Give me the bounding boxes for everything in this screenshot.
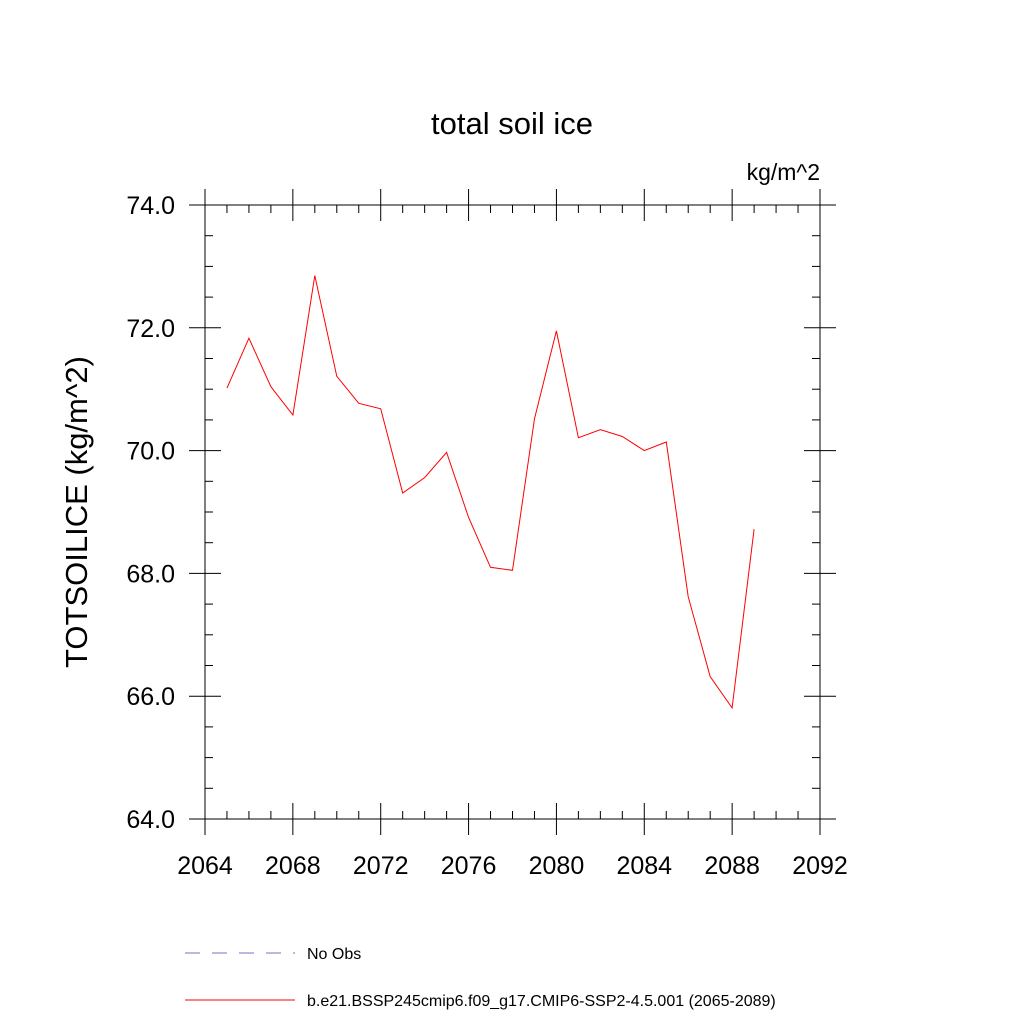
- chart-title: total soil ice: [431, 106, 593, 141]
- x-tick-label: 2080: [529, 852, 585, 880]
- plot-frame: [204, 204, 821, 820]
- y-axis-label: TOTSOILICE (kg/m^2): [59, 356, 94, 668]
- x-tick-label: 2072: [353, 852, 409, 880]
- y-tick-label: 74.0: [126, 192, 175, 220]
- series-group: [226, 275, 755, 710]
- x-tick-label: 2076: [441, 852, 497, 880]
- x-tick-label: 2068: [265, 852, 321, 880]
- legend-label: b.e21.BSSP245cmip6.f09_g17.CMIP6-SSP2-4.…: [307, 993, 776, 1010]
- y-tick-label: 72.0: [126, 315, 175, 343]
- y-tick-label: 64.0: [126, 806, 175, 834]
- axes: 2064 2068 2072 2076 2080 2084 2088 2092 64.0 66.0…: [126, 189, 848, 880]
- y-tick-label: 68.0: [126, 560, 175, 588]
- units-label: kg/m^2: [747, 159, 820, 185]
- x-tick-label: 2088: [704, 852, 760, 880]
- legend-label: No Obs: [307, 946, 361, 963]
- x-tick-label: 2092: [792, 852, 848, 880]
- legend: No Obs b.e21.BSSP245cmip6.f09_g17.CMIP6-S…: [185, 946, 776, 1010]
- y-tick-label: 66.0: [126, 683, 175, 711]
- series-line: [226, 275, 755, 710]
- x-tick-label: 2064: [177, 852, 233, 880]
- y-tick-label: 70.0: [126, 438, 175, 466]
- x-tick-label: 2084: [616, 852, 672, 880]
